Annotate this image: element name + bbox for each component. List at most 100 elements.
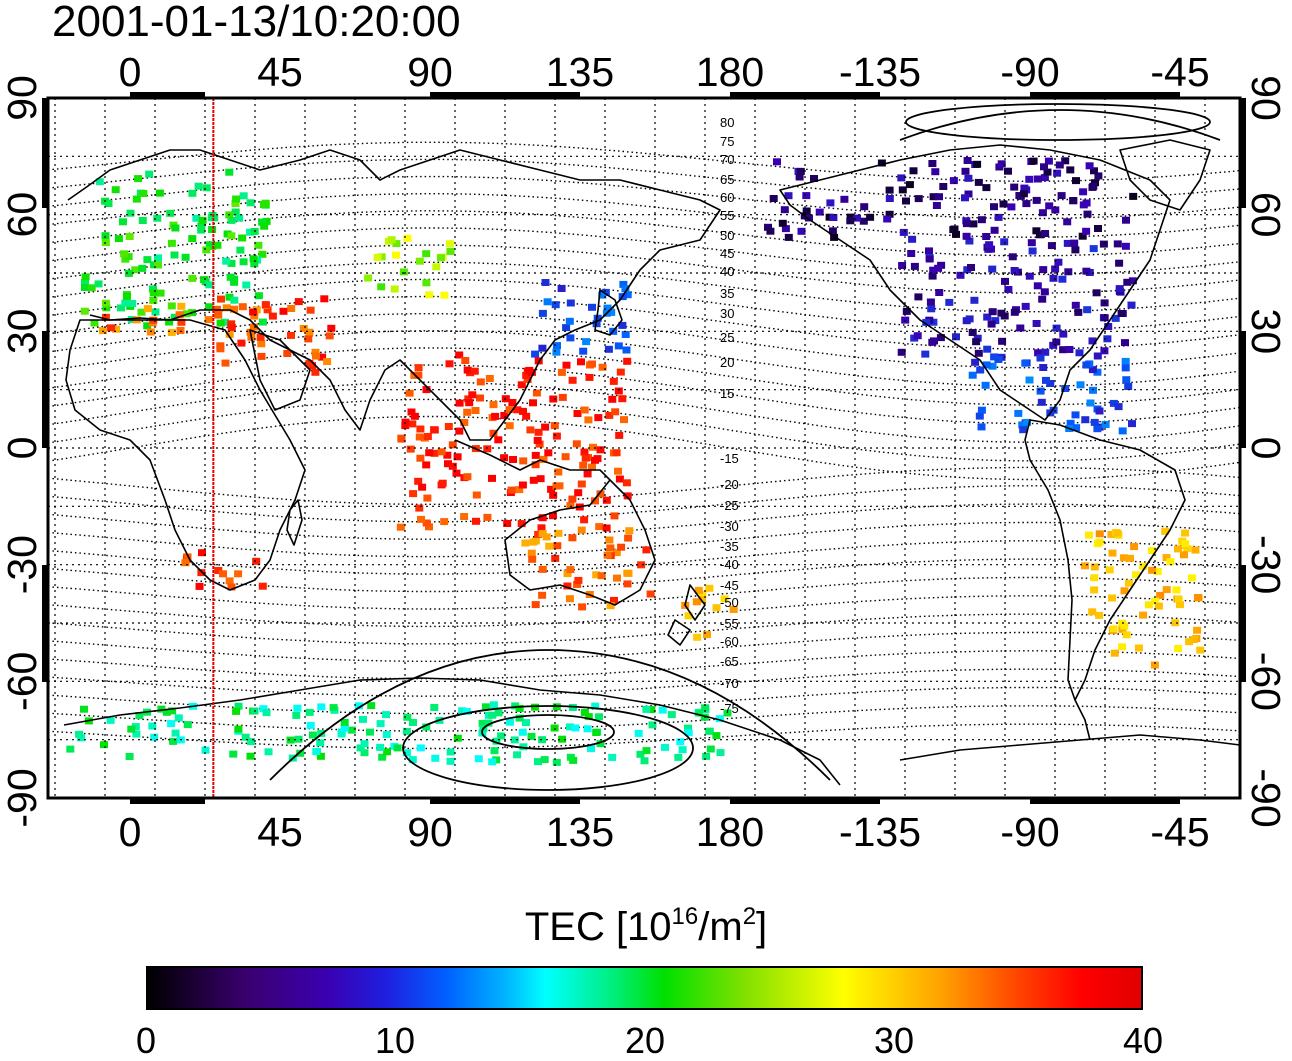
tec-cell (764, 223, 772, 231)
tec-cell (797, 227, 806, 235)
tec-cell (242, 281, 251, 289)
tec-cell (1079, 188, 1088, 196)
tec-cell (588, 463, 596, 471)
tec-cell (468, 391, 477, 399)
tec-cell (578, 603, 587, 611)
tec-cell (254, 292, 263, 300)
tec-cell (931, 168, 940, 176)
tec-cell (239, 192, 248, 200)
tec-cell (566, 299, 575, 307)
tec-cell (648, 721, 657, 729)
tec-cell (452, 469, 461, 477)
tec-cell (293, 704, 302, 712)
bottom-tick-label: 135 (546, 809, 614, 855)
tec-cell (936, 334, 945, 342)
tec-cell (611, 408, 620, 416)
tec-cell (489, 401, 498, 409)
tec-cell (227, 583, 236, 591)
tec-cell (143, 305, 152, 313)
tec-cell (320, 295, 329, 303)
tec-cell (239, 258, 248, 266)
tec-cell (1088, 366, 1097, 374)
contour-label: 50 (720, 228, 734, 243)
tec-cell (414, 477, 423, 485)
tec-cell (529, 399, 537, 407)
coastline-new-zealand (667, 584, 706, 646)
tec-cell (605, 411, 614, 419)
coastline-antarctic-peninsula (1074, 699, 1091, 741)
tec-cell (222, 304, 231, 312)
tec-cell (805, 214, 813, 222)
tec-cell (602, 524, 611, 532)
contour-label: 40 (720, 264, 734, 279)
bottom-tick-label: 45 (257, 809, 303, 855)
tec-cell (522, 371, 531, 379)
tec-cell (232, 195, 241, 203)
tec-cell (558, 735, 567, 743)
tec-cell (1066, 166, 1075, 174)
top-tick-label: -135 (839, 49, 921, 95)
tec-cell (453, 453, 462, 461)
tec-cell (446, 247, 455, 255)
tec-cell (952, 230, 960, 238)
tec-cell (102, 304, 111, 312)
tec-cell (316, 752, 325, 760)
colorbar-tick-label: 30 (873, 1020, 915, 1061)
tec-cell (584, 416, 593, 424)
tec-cell (1174, 595, 1183, 603)
tec-cell (430, 426, 439, 434)
tec-cell (463, 473, 472, 481)
tec-cell (1074, 308, 1083, 316)
tec-cell (216, 319, 225, 327)
tec-cell (562, 361, 571, 369)
tec-cell (117, 304, 125, 312)
tec-cell (264, 748, 273, 756)
tec-cell (580, 406, 589, 414)
tec-cell (197, 569, 206, 577)
tec-cell (227, 259, 236, 267)
tec-cell (990, 226, 999, 234)
tec-cell (1018, 421, 1027, 429)
tec-cell (898, 186, 907, 194)
tec-cell (415, 257, 424, 265)
tec-cell (577, 480, 586, 488)
tec-cell (483, 513, 492, 521)
tec-cell (1063, 218, 1072, 226)
tec-cell (527, 732, 536, 740)
tec-cell (646, 590, 655, 598)
tec-cell (608, 753, 617, 761)
tec-cell (484, 719, 493, 727)
left-tick-label: 30 (0, 309, 45, 355)
tec-cell (231, 208, 240, 216)
tec-cell (510, 736, 519, 744)
tec-cell (327, 324, 336, 332)
left-tick-label: -60 (0, 652, 45, 711)
tec-cell (156, 289, 165, 297)
tec-cell (970, 296, 979, 304)
tec-cell (1037, 398, 1046, 406)
tec-cell (956, 271, 965, 279)
tec-cell (455, 427, 464, 435)
tec-cell (778, 219, 787, 227)
tec-cell (445, 240, 454, 248)
tec-cell (1193, 626, 1202, 634)
tec-cell (286, 736, 295, 744)
tec-cell (642, 747, 651, 755)
tec-cell (1041, 348, 1050, 356)
tec-cell (75, 730, 84, 738)
tec-cell (883, 215, 892, 223)
tec-cell (702, 752, 711, 760)
tec-cell (448, 462, 457, 470)
tec-cell (518, 728, 527, 736)
tec-cell (1039, 364, 1048, 371)
tec-cell (1132, 571, 1140, 579)
tec-cell (1095, 538, 1104, 546)
tec-cell (125, 753, 134, 760)
tec-cell (539, 455, 548, 463)
tec-cell (529, 538, 538, 546)
tec-cell (258, 218, 267, 226)
coastline-japan (594, 289, 623, 336)
tec-cell (994, 356, 1003, 363)
tec-cell (127, 725, 136, 733)
tec-cell (1101, 421, 1110, 428)
